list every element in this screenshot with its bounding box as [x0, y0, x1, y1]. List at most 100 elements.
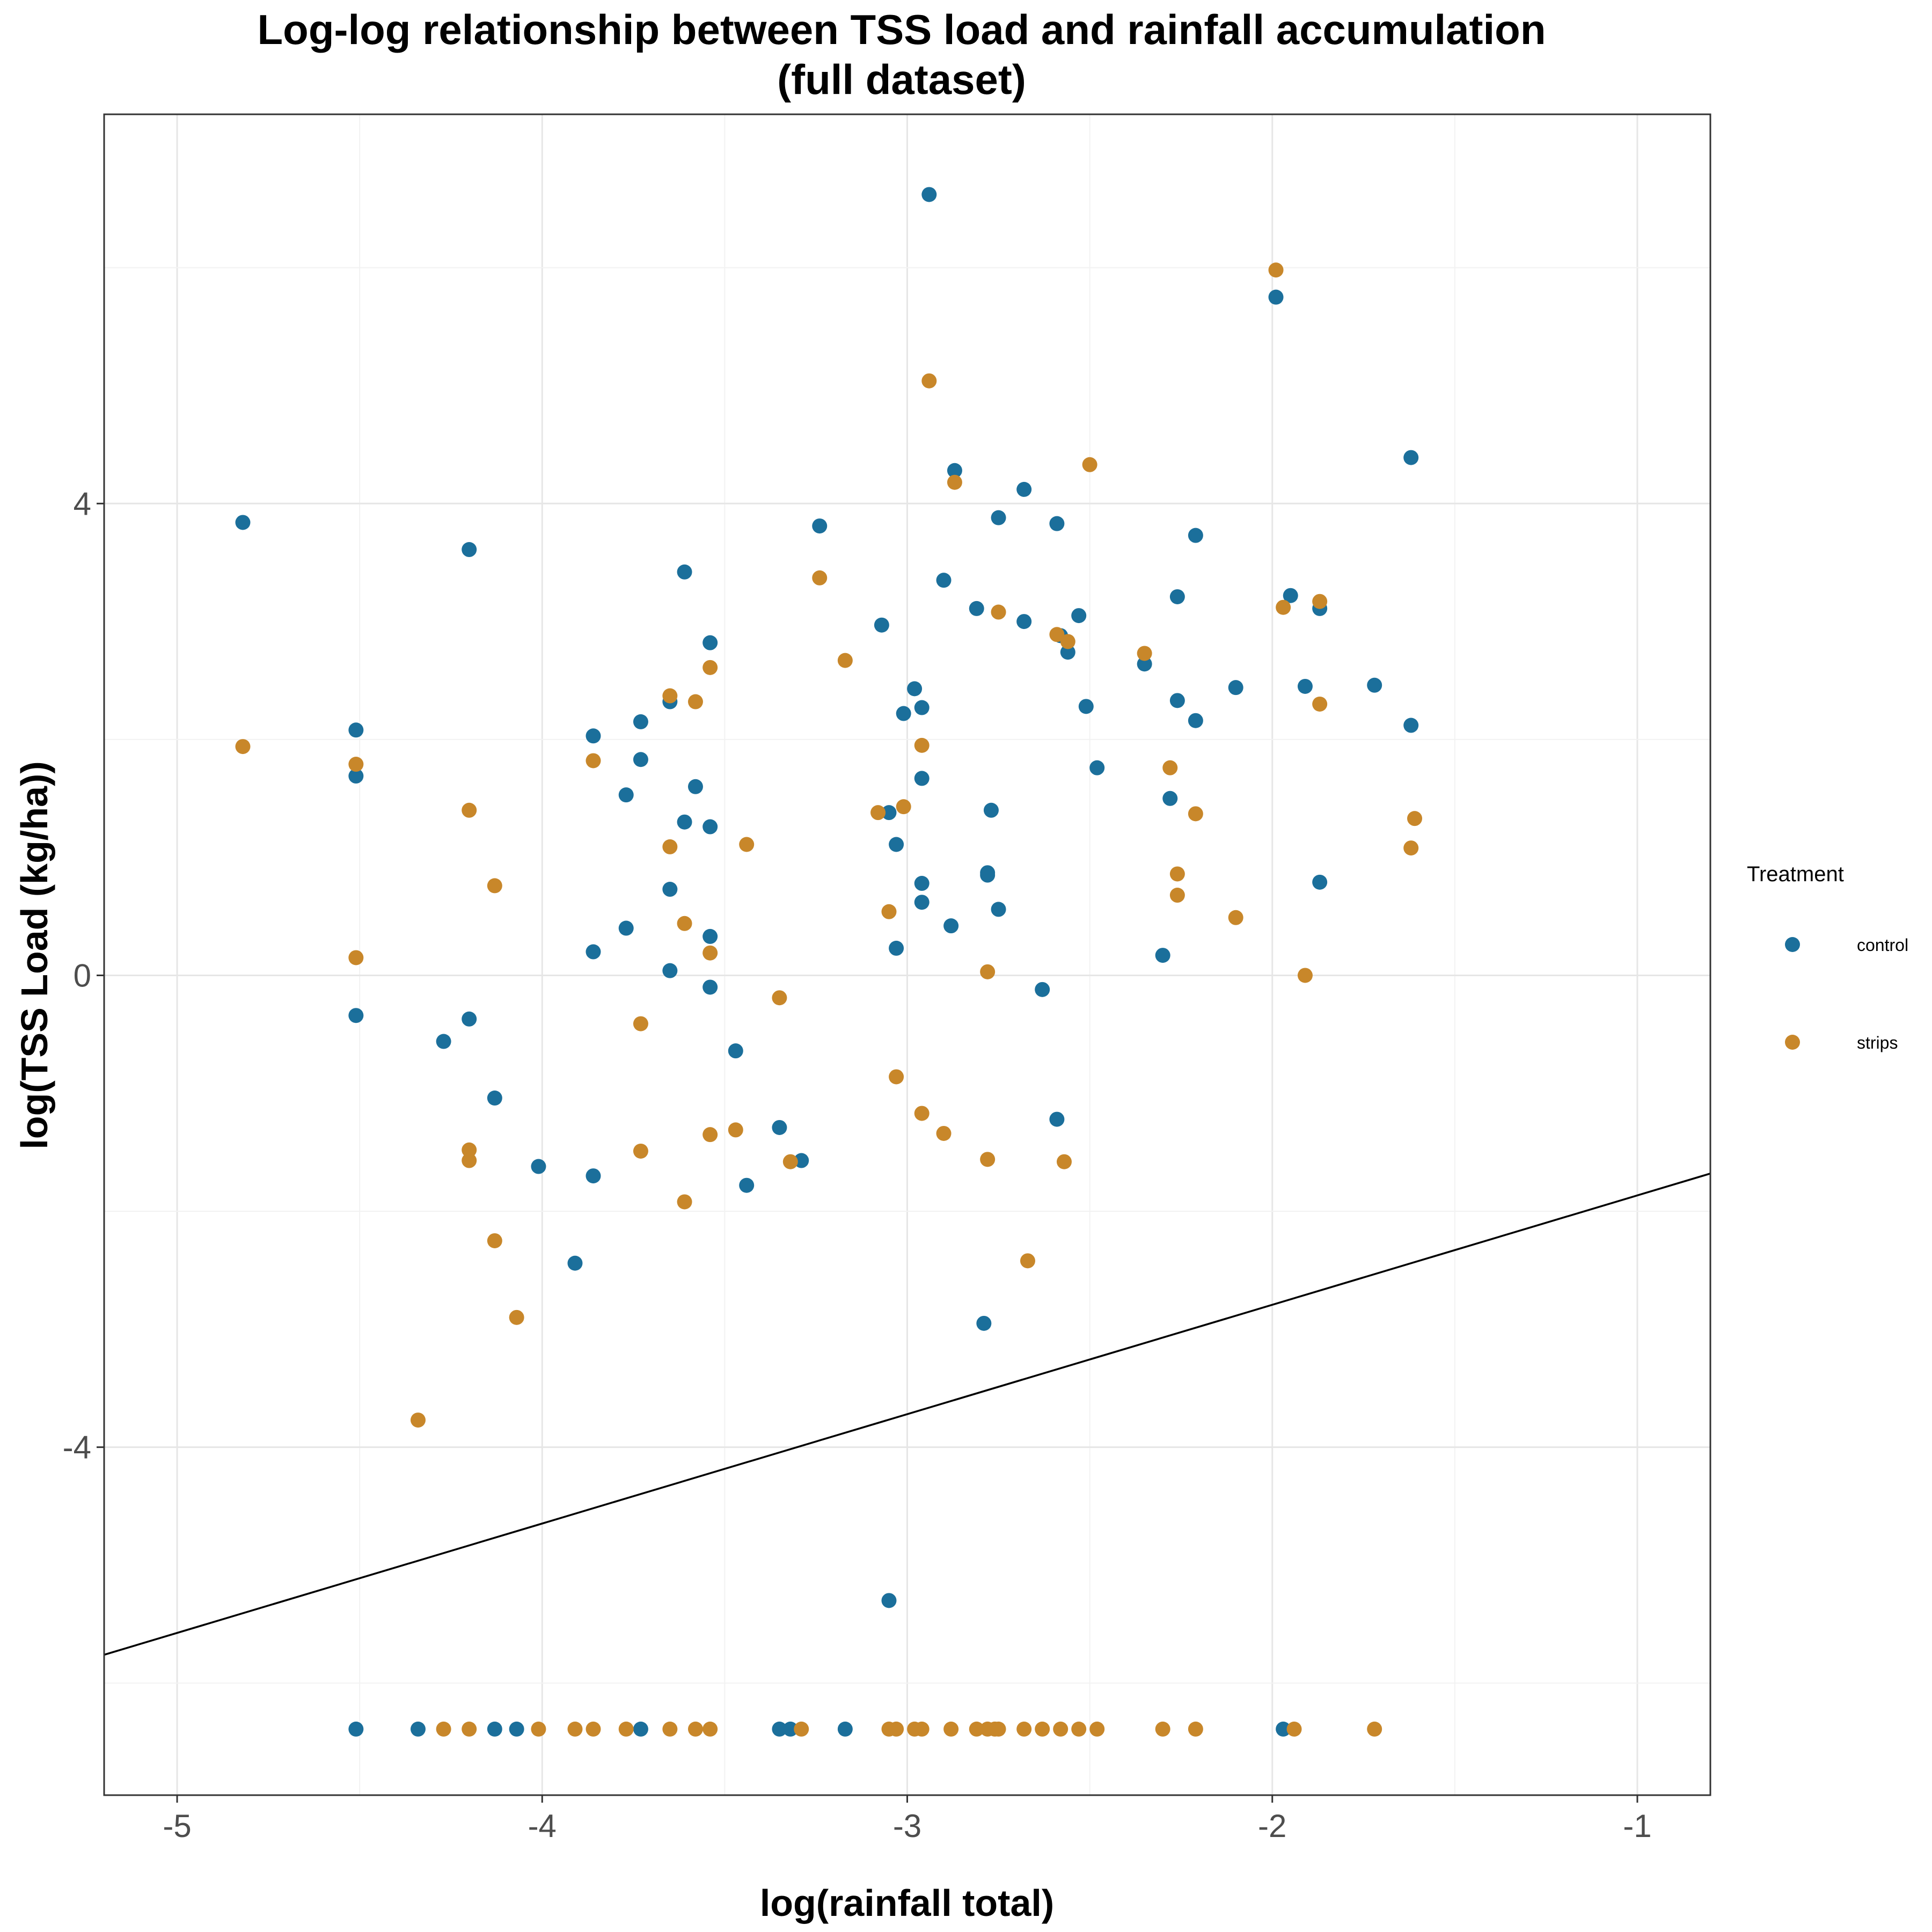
data-point-control	[487, 1721, 502, 1737]
data-point-strips	[881, 904, 897, 919]
data-point-control	[702, 819, 718, 835]
data-point-strips	[837, 653, 853, 668]
data-point-control	[889, 837, 904, 852]
data-point-strips	[1312, 594, 1328, 609]
data-point-control	[914, 771, 930, 786]
data-point-control	[1403, 450, 1419, 465]
data-point-strips	[1228, 910, 1243, 925]
data-point-strips	[1403, 840, 1419, 856]
data-point-strips	[1367, 1721, 1382, 1737]
data-point-strips	[980, 1152, 996, 1167]
data-point-control	[1283, 588, 1298, 603]
data-point-control	[1403, 718, 1419, 733]
data-point-control	[782, 1721, 798, 1737]
data-point-control	[739, 1177, 755, 1193]
data-point-strips	[633, 1143, 648, 1159]
data-point-strips	[687, 1721, 703, 1737]
data-point-strips	[1286, 1721, 1302, 1737]
data-point-strips	[436, 1721, 451, 1737]
data-point-strips	[687, 694, 703, 709]
data-point-strips	[1071, 1721, 1087, 1737]
data-point-control	[812, 518, 828, 534]
legend-label-control: control	[1857, 935, 1908, 955]
data-point-strips	[870, 805, 886, 821]
data-point-control	[1049, 1111, 1065, 1127]
y-axis-title: log(TSS Load (kg/ha))	[13, 761, 55, 1149]
data-point-control	[1016, 481, 1032, 497]
data-point-control	[348, 769, 364, 784]
data-point-strips	[677, 916, 692, 931]
data-point-control	[837, 1721, 853, 1737]
data-point-control	[618, 787, 634, 803]
data-point-control	[687, 779, 703, 794]
data-point-control	[1188, 713, 1203, 728]
data-point-control	[1071, 608, 1087, 624]
data-point-control	[1137, 656, 1152, 672]
data-point-strips	[1155, 1721, 1170, 1737]
data-point-strips	[1016, 1721, 1032, 1737]
data-point-strips	[772, 990, 787, 1006]
x-tick-label: -4	[528, 1808, 557, 1844]
data-point-strips	[462, 1142, 477, 1158]
data-point-strips	[531, 1721, 546, 1737]
data-point-control	[874, 617, 889, 633]
data-point-control	[943, 918, 959, 934]
y-axis-ticks: -4 0 4	[63, 486, 104, 1466]
data-point-control	[881, 805, 897, 821]
data-point-strips	[235, 739, 251, 755]
y-tick-label: 4	[74, 486, 91, 522]
x-axis-ticks: -5 -4 -3 -2 -1	[163, 1795, 1652, 1844]
data-point-control	[633, 1721, 648, 1737]
data-point-strips	[702, 945, 718, 961]
data-point-strips	[739, 837, 755, 852]
data-point-strips	[914, 737, 930, 753]
x-tick-label: -1	[1623, 1808, 1651, 1844]
data-point-control	[702, 635, 718, 650]
data-point-control	[1367, 677, 1382, 693]
legend-key-strips	[1785, 1035, 1800, 1050]
data-point-control	[662, 963, 678, 978]
data-point-strips	[969, 1721, 984, 1737]
data-point-control	[702, 928, 718, 944]
data-point-control	[1188, 528, 1203, 543]
data-points	[235, 187, 1423, 1737]
data-point-strips	[914, 1106, 930, 1121]
data-point-strips	[1169, 866, 1185, 882]
data-point-control	[914, 895, 930, 910]
data-point-control	[348, 722, 364, 738]
data-point-control	[772, 1721, 787, 1737]
data-point-control	[991, 902, 1006, 917]
x-tick-label: -3	[893, 1808, 921, 1844]
data-point-control	[1049, 516, 1065, 531]
data-point-control	[677, 814, 692, 830]
data-point-strips	[1312, 696, 1328, 712]
data-point-control	[1155, 948, 1170, 963]
data-point-strips	[936, 1125, 952, 1141]
data-point-control	[618, 920, 634, 936]
data-point-control	[1276, 1721, 1291, 1737]
data-point-control	[896, 706, 911, 721]
data-point-strips	[462, 1721, 477, 1737]
data-point-strips	[702, 660, 718, 675]
data-point-strips	[943, 1721, 959, 1737]
data-point-control	[947, 463, 962, 478]
data-point-control	[1228, 680, 1243, 696]
data-point-strips	[1137, 646, 1152, 661]
data-point-control	[531, 1159, 546, 1174]
data-point-strips	[586, 1721, 601, 1737]
data-point-strips	[782, 1154, 798, 1169]
data-point-control	[914, 876, 930, 891]
data-point-strips	[1162, 760, 1178, 775]
data-point-strips	[812, 570, 828, 586]
data-point-control	[462, 542, 477, 558]
data-point-strips	[1053, 1721, 1069, 1737]
data-point-strips	[410, 1413, 426, 1428]
data-point-control	[921, 187, 937, 202]
data-point-strips	[1060, 634, 1075, 649]
data-point-strips	[633, 1016, 648, 1031]
data-point-control	[633, 752, 648, 767]
data-point-control	[509, 1721, 524, 1737]
data-point-control	[348, 1008, 364, 1023]
fit-line-layer	[104, 1173, 1711, 1656]
